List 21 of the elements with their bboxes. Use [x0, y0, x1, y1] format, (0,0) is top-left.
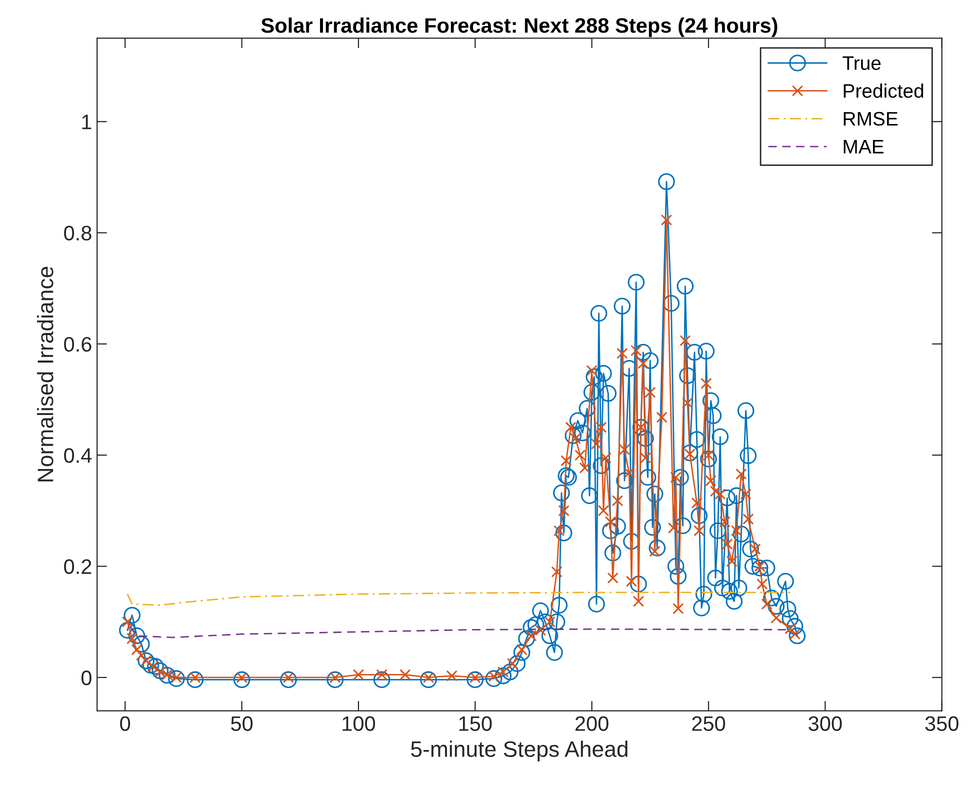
x-tick-label: 250 — [692, 716, 726, 731]
legend-label: MAE — [844, 140, 884, 154]
y-tick-label: 0.6 — [64, 336, 92, 352]
legend-label: Predicted — [844, 84, 924, 98]
y-tick-label: 0.2 — [64, 559, 92, 574]
x-tick-label: 100 — [342, 716, 376, 731]
x-tick-label: 150 — [459, 716, 492, 731]
x-tick-label: 200 — [575, 716, 608, 731]
x-tick-label: 0 — [120, 716, 130, 731]
y-tick-label: 1 — [82, 114, 92, 130]
y-tick-label: 0.4 — [64, 448, 92, 463]
x-axis-title: 5-minute Steps Ahead — [411, 740, 628, 762]
x-tick-label: 50 — [231, 716, 253, 731]
chart-title: Solar Irradiance Forecast: Next 288 Steps (24 hours) — [261, 18, 778, 37]
x-tick-label: 300 — [808, 716, 842, 731]
y-tick-label: 0.8 — [64, 226, 92, 241]
y-axis-title: Normalised Irradiance — [37, 266, 54, 482]
legend-label: True — [842, 56, 881, 70]
y-tick-label: 0 — [81, 670, 92, 686]
x-tick-label: 350 — [925, 716, 958, 731]
legend-label: RMSE — [844, 112, 898, 126]
